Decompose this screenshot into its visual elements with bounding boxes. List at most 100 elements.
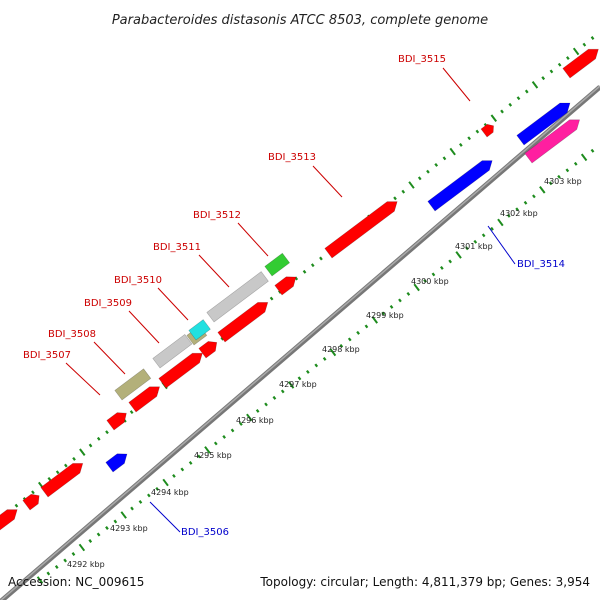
upper-rail-tick [500,109,504,114]
upper-rail-tick [459,142,463,147]
lower-rail-tick [230,428,235,433]
upper-rail-tick [582,42,587,47]
lower-rail-tick [239,422,243,426]
kbp-label: 4300 kbp [411,277,449,286]
kbp-label: 4297 kbp [279,380,317,389]
lower-rail-tick [490,226,494,231]
genome-backbone-highlight [0,85,600,600]
lower-rail-tick [172,474,176,478]
lower-rail-tick [398,298,402,303]
lower-rail-tick [431,272,436,277]
upper-rail-tick [88,443,93,448]
lower-rail-tick [204,446,211,454]
gene-olive-bdi-3508 [114,368,152,401]
gene-red-3 [106,412,127,431]
gene-label-bdi-3508: BDI_3508 [48,329,96,340]
upper-rail-tick [14,503,19,508]
callout-bdi-3510 [157,287,189,321]
upper-rail-tick [541,76,546,81]
lower-rail-tick [455,251,462,259]
gene-gray-bdi-3511 [206,271,269,323]
gene-red-top-right [562,48,599,79]
upper-rail-tick [408,181,415,189]
lower-rail-tick [155,487,160,491]
lower-rail-tick [297,376,302,381]
kbp-label: 4293 kbp [110,524,148,533]
lower-rail-tick [36,576,44,584]
upper-rail-tick [220,336,225,341]
upper-rail-tick [475,129,480,134]
kbp-label: 4302 kbp [500,209,538,218]
lower-rail-tick [287,381,295,389]
gene-red-bdi-3513 [324,201,398,259]
gene-red-bdi-3515 [480,123,494,138]
callout-bdi-3506 [149,501,181,533]
gene-blue-bdi-3514 [427,160,493,212]
lower-rail-tick [523,200,528,205]
callout-bdi-3509 [128,310,160,344]
lower-rail-tick [255,409,260,413]
lower-rail-tick [264,402,268,407]
gene-callouts [65,67,516,533]
lower-rail-tick [222,435,226,439]
kbp-label: 4296 kbp [236,416,274,425]
upper-rail-tick [64,463,68,468]
upper-rail-tick [524,89,529,94]
lower-rail-tick [440,265,444,270]
gene-features [0,48,599,531]
upper-rail-tick [319,256,323,261]
upper-rail-tick [434,163,439,167]
callout-bdi-3508 [93,341,126,375]
gene-red-6 [198,341,218,359]
kbp-label: 4303 kbp [544,177,582,186]
lower-rail-tick [580,153,588,162]
callout-bdi-3514 [487,225,516,265]
genome-summary-text: Topology: circular; Length: 4,811,379 bp… [259,575,590,589]
callout-bdi-3512 [237,222,269,257]
upper-rail-tick [572,47,580,56]
upper-rail-tick [96,436,101,441]
upper-rail-tick [401,189,406,194]
lower-rail-tick [96,532,101,537]
upper-rail-tick [549,69,554,74]
lower-rail-tick [188,461,193,465]
lower-rail-tick [329,348,337,357]
upper-rail-tick [129,410,134,415]
upper-rail-tick [490,114,498,123]
gene-label-bdi-3512: BDI_3512 [193,210,241,221]
gene-red-small-1 [22,493,40,511]
lower-rail-tick [381,311,386,316]
upper-rail-tick [516,96,521,101]
lower-rail-tick [71,552,76,556]
gene-label-bdi-3513: BDI_3513 [268,152,316,163]
lower-rail-tick [339,343,344,348]
upper-rail-tick [79,448,86,456]
upper-rail-tick [31,490,35,495]
lower-rail-tick [78,543,86,552]
lower-rail-tick [413,283,420,292]
upper-rail-tick [393,196,397,201]
lower-rail-tick [197,454,201,459]
gene-gray-bdi-3509 [152,333,193,369]
lower-rail-tick [497,218,504,227]
callout-bdi-3507 [65,362,101,396]
map-title: Parabacteroides distasonis ATCC 8503, co… [112,13,488,28]
upper-rail-tick [467,136,471,141]
lower-rail-tick [63,558,67,563]
upper-rail-tick [310,263,315,268]
kbp-label: 4292 kbp [67,560,105,569]
upper-rail-tick [449,147,456,156]
gene-red-7 [217,302,269,343]
callout-bdi-3513 [312,165,343,198]
upper-rail-tick [426,169,430,174]
kbp-label: 4295 kbp [194,451,232,460]
lower-rail-tick [532,194,536,199]
gene-label-bdi-3507: BDI_3507 [23,350,71,361]
upper-rail-tick [508,102,513,107]
lower-rail-tick [506,213,511,218]
upper-rail-tick [566,56,570,60]
lower-rail-tick [105,526,109,530]
gene-green-bdi-3512 [264,252,291,277]
lower-rail-tick [314,363,319,368]
